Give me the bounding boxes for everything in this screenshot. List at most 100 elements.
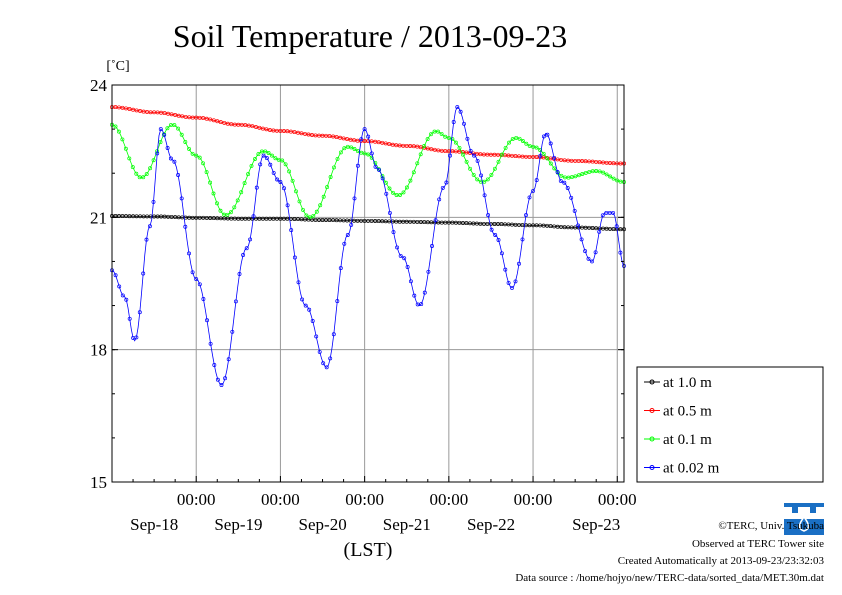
data-point [194,277,199,282]
data-point [488,152,493,157]
data-point [429,132,433,137]
data-point [215,119,220,124]
data-point [120,137,125,142]
data-point [285,203,290,208]
data-point [246,216,251,221]
data-point [534,145,539,150]
data-point [362,151,367,156]
data-point [235,198,240,203]
data-point [457,145,462,150]
data-point [310,319,315,323]
data-point [113,273,118,278]
data-point [576,173,581,178]
data-point [402,256,407,261]
data-point [124,106,128,111]
y-tick-label: 15 [90,473,107,492]
data-point [292,130,297,135]
data-point [318,203,323,208]
data-point [600,213,605,218]
data-point [223,376,228,381]
data-point [450,137,455,142]
data-point [335,156,340,161]
data-point [232,205,237,210]
data-point [158,140,163,145]
data-point [342,146,347,151]
data-point [256,152,261,157]
data-point [263,149,268,154]
data-point [468,166,473,171]
data-point [342,241,347,246]
data-point [464,159,469,164]
data-point [289,228,294,233]
legend-frame [636,366,824,483]
legend-swatch-marker [649,465,655,470]
data-point [437,197,442,202]
data-point [246,123,251,128]
data-point [411,170,416,175]
data-point [130,165,135,170]
data-point [366,134,371,139]
data-point [520,237,525,242]
data-point [341,136,346,141]
data-point [580,172,585,176]
data-point [555,157,560,162]
data-point [453,140,458,145]
x-date-label: Sep-18 [130,515,178,534]
data-point [482,193,487,198]
data-point [215,377,220,382]
data-point [173,113,178,117]
data-point [264,156,269,161]
data-point [124,297,129,302]
data-point [294,189,298,194]
data-point [251,214,256,219]
site-text: Observed at TERC Tower site [691,538,824,550]
data-point [243,123,248,128]
data-point [218,120,223,125]
data-point [144,172,149,177]
data-point [241,253,246,257]
data-point [597,229,602,234]
data-point [197,282,202,287]
data-point [485,177,490,182]
data-point [222,120,227,125]
data-point [169,214,174,219]
data-point [569,175,574,180]
data-point [376,140,381,145]
data-point [439,131,444,136]
data-point [380,176,385,181]
data-point [282,186,286,191]
data-point [204,170,209,175]
data-point [507,140,512,145]
data-point [258,162,263,167]
data-point [412,293,417,298]
legend-swatch-marker [649,436,655,442]
data-point [208,216,213,220]
data-point [572,208,577,213]
data-point [335,299,340,304]
x-date-label: Sep-20 [299,515,347,534]
data-point [328,175,333,179]
data-point [168,156,173,161]
data-point [489,172,494,177]
data-point [327,134,332,139]
data-point [436,129,440,134]
data-point [538,148,543,152]
data-point [527,143,532,148]
data-point [486,213,491,218]
data-point [383,141,388,146]
data-point [190,270,195,275]
data-point [524,141,529,146]
data-point [373,139,378,144]
chart-title: Soil Temperature / 2013-09-23 [173,18,567,54]
data-point [527,223,532,228]
data-point [593,250,598,255]
data-point [244,246,249,251]
data-point [127,156,132,161]
data-point [300,297,305,302]
data-point [218,208,223,213]
data-point [430,244,434,248]
x-tick-label: 00:00 [177,490,216,509]
data-point [373,164,378,169]
data-point [500,152,504,157]
data-point [162,111,167,116]
